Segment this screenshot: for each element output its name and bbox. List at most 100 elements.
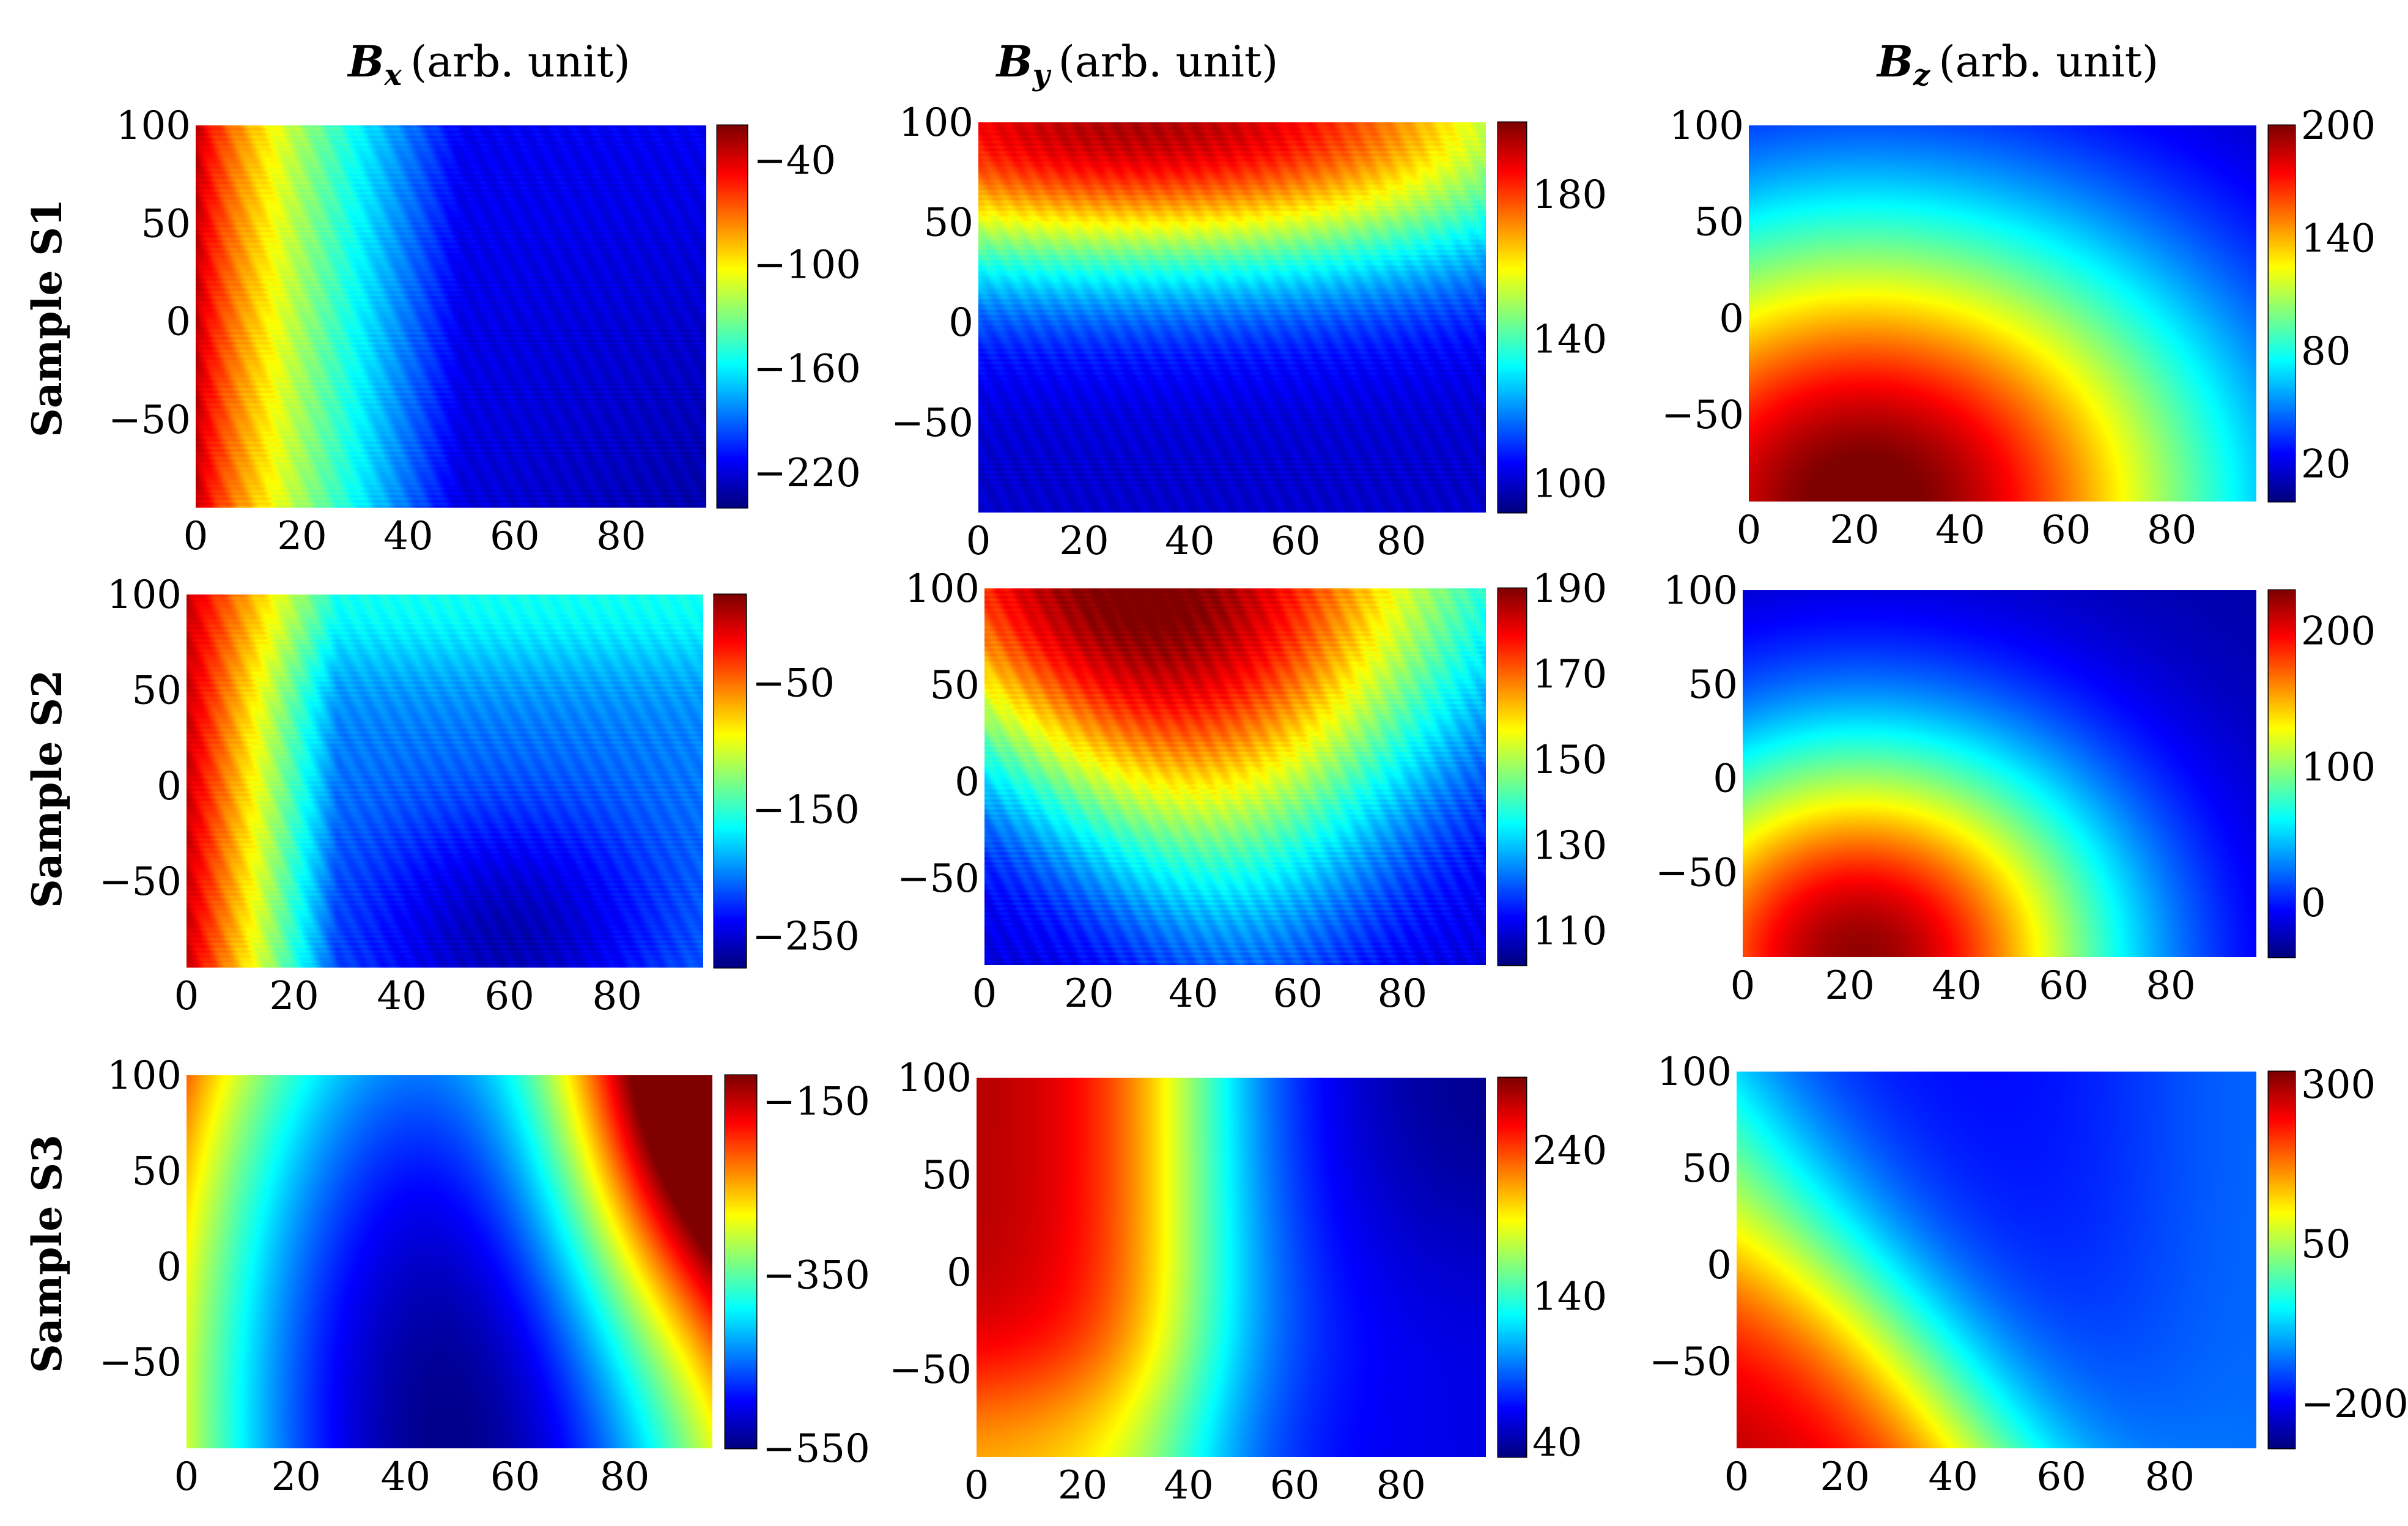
y-tick-label: 100 (1657, 1050, 1732, 1095)
colorbar-S3-By (1498, 1078, 1526, 1457)
colorbar-tick-label: 300 (2301, 1062, 2376, 1108)
y-tick-label: 100 (899, 100, 973, 146)
y-tick-label: −50 (99, 859, 182, 905)
x-tick-label: 60 (2039, 963, 2088, 1009)
y-tick-label: 100 (897, 1056, 972, 1101)
y-tick-label: −50 (108, 398, 191, 443)
y-tick-label: 50 (132, 1149, 182, 1194)
x-tick-label: 80 (2147, 508, 2196, 553)
y-tick-label: 100 (905, 566, 980, 612)
column-header-symbol: B (1876, 36, 1913, 87)
x-tick-label: 0 (964, 1463, 989, 1508)
y-tick-label: −50 (891, 401, 973, 446)
y-tick-label: −50 (897, 856, 980, 902)
x-tick-label: 20 (1825, 963, 1874, 1009)
colorbar-S1-By (1498, 122, 1526, 513)
colorbar-tick-label: 130 (1532, 823, 1607, 869)
heatmap-S3-Bz (1737, 1072, 2256, 1448)
x-tick-label: 20 (1059, 519, 1109, 564)
colorbar-tick-label: 150 (1532, 738, 1607, 783)
y-tick-label: 0 (157, 1245, 182, 1290)
y-tick-label: −50 (1649, 1339, 1732, 1385)
x-tick-label: 0 (183, 514, 209, 559)
colorbar-tick-label: −200 (2301, 1382, 2408, 1427)
colorbar-tick-label: −160 (753, 347, 861, 392)
heatmap-S3-Bx (187, 1075, 712, 1448)
y-tick-label: −50 (99, 1340, 182, 1385)
colorbar-tick-label: 110 (1532, 909, 1607, 954)
y-tick-label: 0 (955, 760, 980, 805)
colorbar-tick-label: 170 (1532, 652, 1607, 697)
y-tick-label: 50 (930, 663, 980, 708)
colorbar-tick-label: −100 (753, 242, 861, 287)
colorbar-S2-Bz (2269, 590, 2295, 957)
x-tick-label: 40 (1932, 963, 1981, 1009)
y-tick-label: 0 (157, 764, 182, 809)
colorbar-S1-Bx (717, 125, 747, 508)
y-tick-label: 0 (1707, 1243, 1732, 1288)
y-tick-label: 100 (116, 103, 191, 149)
colorbar-tick-label: 140 (1532, 317, 1607, 362)
x-tick-label: 20 (269, 974, 319, 1019)
colorbar-S3-Bx (725, 1075, 756, 1448)
y-tick-label: 50 (141, 201, 191, 246)
x-tick-label: 60 (2041, 508, 2091, 553)
colorbar-tick-label: 100 (1532, 462, 1607, 507)
x-tick-label: 80 (2146, 963, 2195, 1009)
colorbar-tick-label: −40 (753, 138, 836, 183)
x-tick-label: 20 (1830, 508, 1879, 553)
colorbar-tick-label: 140 (2301, 217, 2376, 262)
y-tick-label: −50 (889, 1347, 972, 1393)
x-tick-label: 40 (383, 514, 433, 559)
colorbar-tick-label: 240 (1532, 1128, 1607, 1174)
row-label-3: Sample S3 (23, 1135, 71, 1373)
colorbar-tick-label: −550 (763, 1426, 870, 1472)
x-tick-label: 60 (2037, 1454, 2086, 1500)
y-tick-label: −50 (1661, 393, 1744, 438)
column-header-y: By (arb. unit) (995, 36, 1279, 92)
y-tick-label: 100 (1669, 103, 1744, 149)
colorbar-S3-Bz (2269, 1072, 2295, 1448)
column-header-unit: (arb. unit) (410, 37, 630, 87)
y-tick-label: 50 (922, 1153, 972, 1198)
x-tick-label: 20 (1058, 1463, 1107, 1508)
x-tick-label: 60 (490, 514, 539, 559)
x-tick-label: 40 (1164, 1463, 1213, 1508)
y-tick-label: 0 (166, 300, 191, 345)
x-tick-label: 0 (966, 519, 991, 564)
colorbar-tick-label: 100 (2301, 745, 2376, 790)
colorbar-tick-label: 0 (2301, 881, 2326, 926)
colorbar-tick-label: 80 (2301, 329, 2351, 374)
y-tick-label: 50 (924, 201, 973, 246)
x-tick-label: 20 (1064, 971, 1114, 1017)
x-tick-label: 20 (271, 1454, 320, 1500)
column-header-symbol: B (347, 36, 384, 87)
column-header-unit: (arb. unit) (1058, 37, 1279, 87)
colorbar-S1-Bz (2269, 125, 2295, 502)
colorbar-tick-label: −150 (752, 788, 860, 833)
colorbar-tick-label: 140 (1532, 1275, 1607, 1320)
x-tick-label: 80 (2145, 1454, 2195, 1500)
y-tick-label: 0 (948, 300, 973, 346)
colorbar-tick-label: −250 (752, 914, 860, 959)
heatmap-S1-By (978, 122, 1486, 513)
colorbar-tick-label: 40 (1532, 1420, 1582, 1465)
x-tick-label: 40 (381, 1454, 430, 1500)
x-tick-label: 80 (592, 974, 641, 1019)
x-tick-label: 60 (490, 1454, 540, 1500)
y-tick-label: 100 (107, 572, 182, 618)
x-tick-label: 0 (174, 974, 199, 1019)
x-tick-label: 40 (1169, 971, 1218, 1017)
x-tick-label: 60 (1270, 1463, 1320, 1508)
heatmap-S2-Bx (187, 594, 703, 968)
row-label-1: Sample S1 (23, 199, 71, 437)
x-tick-label: 80 (596, 514, 646, 559)
y-tick-label: 0 (1719, 296, 1744, 341)
x-tick-label: 80 (1376, 519, 1426, 564)
colorbar-tick-label: −350 (763, 1253, 870, 1298)
x-tick-label: 0 (174, 1454, 199, 1500)
y-tick-label: 100 (107, 1053, 182, 1098)
x-tick-label: 80 (600, 1454, 649, 1500)
